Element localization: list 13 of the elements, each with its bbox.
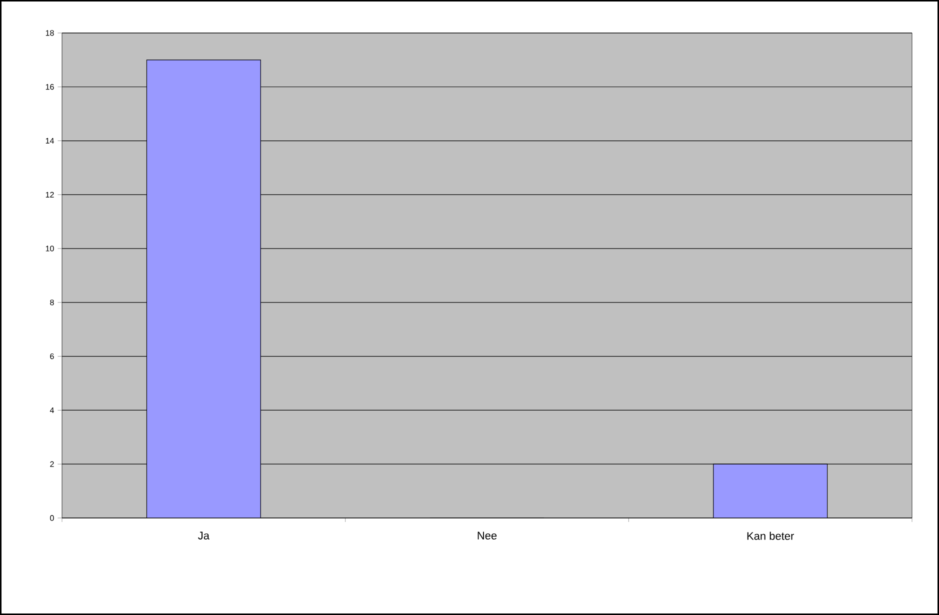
x-tick-label: Ja: [198, 532, 210, 540]
x-tick-label: Nee: [478, 532, 497, 540]
y-tick-label: 14: [46, 138, 54, 144]
y-tick-label: 4: [50, 407, 54, 413]
y-tick-label: 2: [50, 461, 54, 467]
y-tick-label: 16: [46, 84, 54, 90]
y-tick-label: 10: [46, 246, 54, 252]
y-tick-label: 12: [46, 192, 54, 198]
y-tick-label: 18: [46, 30, 54, 36]
y-tick-label: 6: [50, 353, 54, 360]
y-tick-label: 0: [50, 515, 54, 521]
y-tick-label: 8: [50, 300, 54, 306]
x-tick-label: Kan beter: [747, 532, 794, 540]
